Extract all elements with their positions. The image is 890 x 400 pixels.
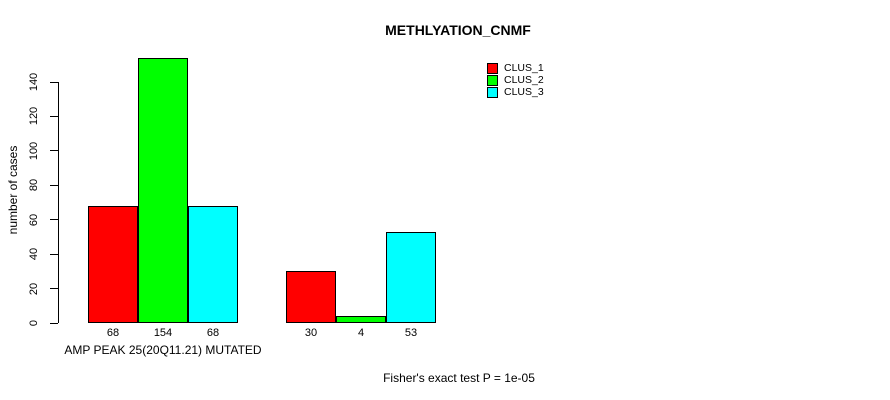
bar-value-clus_2-group1: 154: [153, 327, 173, 339]
bar-clus_1-group1: [88, 206, 138, 323]
y-tick-label-80: 80: [28, 179, 40, 192]
bar-value-clus_1-group2: 30: [304, 327, 318, 339]
legend-item-clus_1: CLUS_1: [487, 62, 544, 74]
legend-label-clus_3: CLUS_3: [504, 86, 544, 98]
y-tick-mark-120: [50, 115, 58, 117]
y-tick-label-40: 40: [28, 248, 40, 261]
bar-clus_2-group2: [336, 316, 386, 323]
bar-value-clus_3-group2: 53: [404, 327, 418, 339]
bar-value-clus_1-group1: 68: [106, 327, 120, 339]
y-tick-mark-60: [50, 219, 58, 221]
legend-item-clus_2: CLUS_2: [487, 74, 544, 86]
y-tick-label-60: 60: [28, 213, 40, 226]
y-tick-label-100: 100: [28, 141, 40, 161]
legend-swatch-clus_3: [487, 86, 498, 98]
legend-item-clus_3: CLUS_3: [487, 86, 544, 98]
bar-clus_3-group2: [386, 232, 436, 323]
y-axis-line: [58, 82, 59, 323]
y-tick-mark-20: [50, 288, 58, 290]
bar-value-clus_2-group2: 4: [357, 327, 365, 339]
legend-label-clus_2: CLUS_2: [504, 74, 544, 86]
fisher-test-annotation: Fisher's exact test P = 1e-05: [383, 371, 535, 385]
y-tick-mark-80: [50, 184, 58, 186]
y-tick-label-0: 0: [28, 319, 40, 327]
legend-label-clus_1: CLUS_1: [504, 62, 544, 74]
bar-clus_3-group1: [188, 206, 238, 323]
y-tick-mark-40: [50, 253, 58, 255]
legend: CLUS_1 CLUS_2 CLUS_3: [487, 62, 544, 98]
y-tick-label-20: 20: [28, 282, 40, 295]
y-tick-label-120: 120: [28, 107, 40, 126]
legend-swatch-clus_2: [487, 74, 498, 86]
y-tick-label-140: 140: [28, 72, 40, 92]
y-tick-mark-0: [50, 322, 58, 324]
y-tick-mark-140: [50, 81, 58, 83]
bar-clus_1-group2: [286, 271, 336, 323]
chart-title: METHLYATION_CNMF: [385, 22, 531, 38]
x-axis-title: AMP PEAK 25(20Q11.21) MUTATED: [64, 343, 262, 357]
legend-swatch-clus_1: [487, 62, 498, 74]
bar-clus_2-group1: [138, 58, 188, 323]
bar-value-clus_3-group1: 68: [206, 327, 220, 339]
y-axis-title: number of cases: [6, 145, 20, 235]
y-tick-mark-100: [50, 150, 58, 152]
